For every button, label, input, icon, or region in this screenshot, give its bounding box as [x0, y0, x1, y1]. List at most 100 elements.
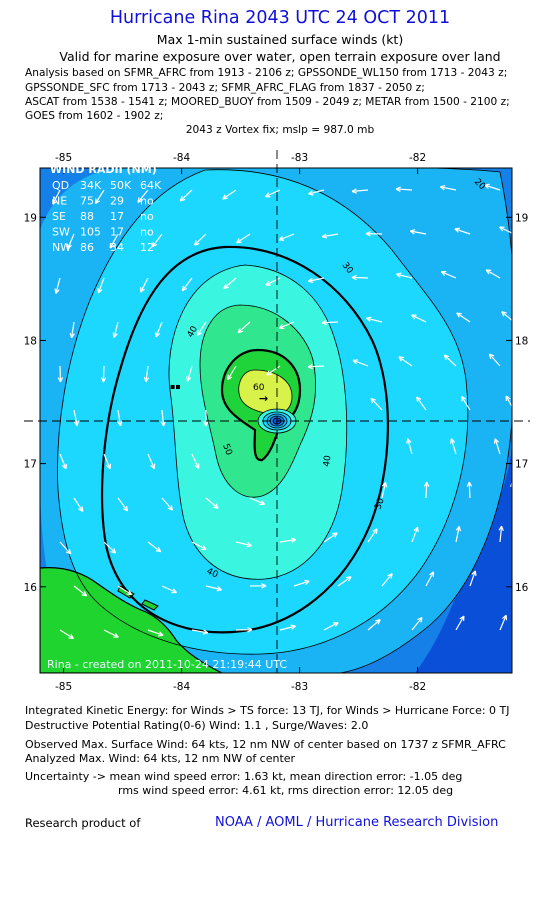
wind-arrow-head: [381, 482, 388, 488]
wind-arrow: [194, 233, 207, 246]
wind-arrow-head: [411, 314, 417, 320]
research-label: Research product of: [25, 816, 141, 830]
x-tick-label: -84: [173, 681, 190, 693]
wind-arrow: [59, 453, 67, 470]
wind-arrow: [191, 453, 200, 469]
x-tick-label: -83: [291, 152, 308, 164]
wind-arrow: [337, 576, 352, 587]
wind-arrow-head: [261, 583, 267, 589]
wind-arrow-head: [370, 397, 376, 404]
wind-arrow-head: [237, 327, 244, 334]
wind-arrow-head: [351, 274, 357, 281]
wind-arrow: [381, 573, 393, 587]
wind-arrow-head: [498, 525, 504, 531]
plot-frame: [39, 167, 513, 674]
wind-arrow-head: [223, 283, 229, 290]
wind-arrow: [117, 409, 122, 426]
wind-arrow-head: [499, 226, 505, 232]
wind-arrow: [73, 585, 87, 597]
wind-radii-cell: 75: [80, 195, 94, 208]
wind-arrow-head: [186, 376, 192, 382]
wind-arrow: [205, 497, 219, 509]
wind-radii-cell: 12: [140, 241, 154, 254]
band-deep-blue-east: [415, 440, 512, 673]
wind-arrow: [67, 233, 75, 249]
x-tick-label: -83: [291, 681, 308, 693]
wind-arrow-head: [68, 633, 75, 640]
wind-radii-cell: 29: [110, 195, 124, 208]
wind-arrow-head: [493, 438, 500, 444]
wind-arrow: [186, 365, 193, 382]
wind-arrow-head: [365, 231, 371, 237]
y-tick-label: 17: [515, 459, 528, 471]
wind-arrow-head: [413, 526, 419, 533]
wind-arrow-head: [471, 570, 477, 576]
wind-arrow: [236, 233, 251, 244]
wind-arrow-head: [375, 619, 381, 625]
wind-arrow: [161, 585, 177, 594]
observed-line: Observed Max. Surface Wind: 64 kts, 12 n…: [25, 738, 506, 751]
wind-arrow-head: [171, 588, 178, 594]
contour-label: 30: [373, 497, 386, 511]
wind-arrow-head: [179, 196, 186, 202]
wind-arrow: [196, 321, 207, 336]
wind-arrow-head: [81, 591, 88, 597]
wind-arrow-head: [155, 546, 162, 553]
wind-arrow: [454, 228, 471, 235]
wind-radii-cell: 17: [110, 226, 124, 239]
noaa-link[interactable]: NOAA / AOML / Hurricane Research Divisio…: [215, 815, 499, 830]
y-tick-label: 17: [24, 459, 37, 471]
wind-arrow: [109, 233, 119, 249]
wind-arrow-head: [194, 463, 200, 469]
wind-arrow: [97, 277, 105, 294]
wind-arrow-head: [266, 370, 272, 376]
wind-arrow: [455, 615, 465, 631]
wind-arrow-head: [450, 438, 456, 444]
wind-arrow: [370, 397, 383, 411]
wind-arrow-head: [484, 183, 490, 189]
wind-arrow-head: [193, 240, 200, 246]
wind-arrow-head: [307, 277, 314, 284]
wind-arrow-head: [94, 198, 100, 205]
wind-arrow-head: [259, 500, 266, 506]
wind-arrow: [469, 570, 476, 587]
x-tick-label: -82: [409, 152, 426, 164]
wind-radii-cell: SE: [52, 210, 66, 223]
wind-arrow: [411, 526, 419, 543]
wind-arrow-head: [202, 629, 209, 635]
wind-arrow-head: [181, 285, 188, 292]
wind-arrow-head: [66, 243, 72, 250]
contour-labels: 20 30 30 40 40 40 50 60: [186, 177, 487, 581]
wind-arrow-head: [160, 421, 166, 427]
wind-arrow-head: [333, 621, 339, 627]
validity-note: Valid for marine exposure over water, op…: [59, 49, 501, 64]
max-wind-marker: →: [259, 392, 268, 405]
wind-arrow: [103, 629, 119, 638]
wind-arrow: [145, 365, 149, 382]
wind-arrow: [511, 482, 512, 486]
contour-label: 50: [220, 443, 233, 457]
wind-arrow: [351, 276, 369, 279]
wind-arrow-head: [346, 576, 352, 582]
wind-arrow-head: [100, 377, 107, 383]
wind-radii-header-cell: 34K: [80, 179, 102, 192]
y-tick-label: 18: [515, 335, 528, 347]
wind-arrow: [103, 541, 117, 554]
uncertainty-line-2: rms wind speed error: 4.61 kt, rms direc…: [118, 784, 454, 797]
wind-arrow: [117, 497, 128, 512]
y-tick-label: 19: [24, 212, 37, 224]
wind-arrow-head: [227, 374, 233, 381]
wind-arrow: [499, 615, 507, 631]
x-tick-label: -85: [55, 152, 72, 164]
wind-arrow-head: [460, 395, 467, 402]
wind-vectors: [52, 183, 512, 640]
wind-arrow: [485, 269, 501, 279]
wind-radii-cell: 17: [110, 210, 124, 223]
wind-arrow-head: [505, 395, 511, 402]
wind-arrow: [140, 277, 149, 293]
wind-arrow-head: [196, 330, 202, 336]
wind-arrow: [367, 528, 378, 543]
wind-radii-cell: 105: [80, 226, 101, 239]
vortex-fix: 2043 z Vortex fix; mslp = 987.0 mb: [185, 124, 375, 136]
wind-radii-cell: no: [140, 226, 154, 239]
